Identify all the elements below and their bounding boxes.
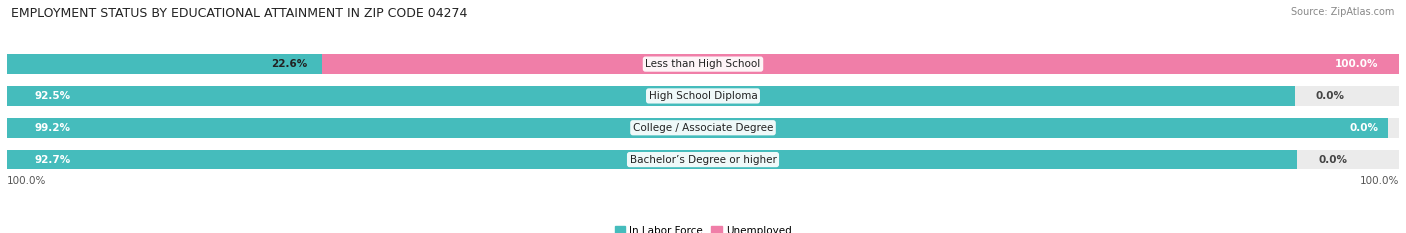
Text: 92.5%: 92.5%	[35, 91, 70, 101]
Bar	[7, 118, 1388, 138]
Text: High School Diploma: High School Diploma	[648, 91, 758, 101]
Text: 92.7%: 92.7%	[35, 154, 72, 164]
Bar	[7, 86, 1295, 106]
Legend: In Labor Force, Unemployed: In Labor Force, Unemployed	[610, 221, 796, 233]
Bar	[322, 54, 1399, 74]
Text: 0.0%: 0.0%	[1316, 91, 1344, 101]
Bar	[7, 118, 1399, 138]
Text: College / Associate Degree: College / Associate Degree	[633, 123, 773, 133]
Text: EMPLOYMENT STATUS BY EDUCATIONAL ATTAINMENT IN ZIP CODE 04274: EMPLOYMENT STATUS BY EDUCATIONAL ATTAINM…	[11, 7, 468, 20]
Text: 100.0%: 100.0%	[7, 176, 46, 186]
Text: 100.0%: 100.0%	[1334, 59, 1378, 69]
Bar	[7, 54, 1399, 74]
Text: 100.0%: 100.0%	[1360, 176, 1399, 186]
Text: Less than High School: Less than High School	[645, 59, 761, 69]
Bar	[7, 54, 322, 74]
Text: 0.0%: 0.0%	[1350, 123, 1378, 133]
Text: Source: ZipAtlas.com: Source: ZipAtlas.com	[1291, 7, 1395, 17]
Bar	[7, 150, 1399, 169]
Text: 0.0%: 0.0%	[1319, 154, 1347, 164]
Text: 99.2%: 99.2%	[35, 123, 70, 133]
Text: 22.6%: 22.6%	[271, 59, 308, 69]
Bar	[7, 86, 1399, 106]
Bar	[7, 150, 1298, 169]
Text: Bachelor’s Degree or higher: Bachelor’s Degree or higher	[630, 154, 776, 164]
